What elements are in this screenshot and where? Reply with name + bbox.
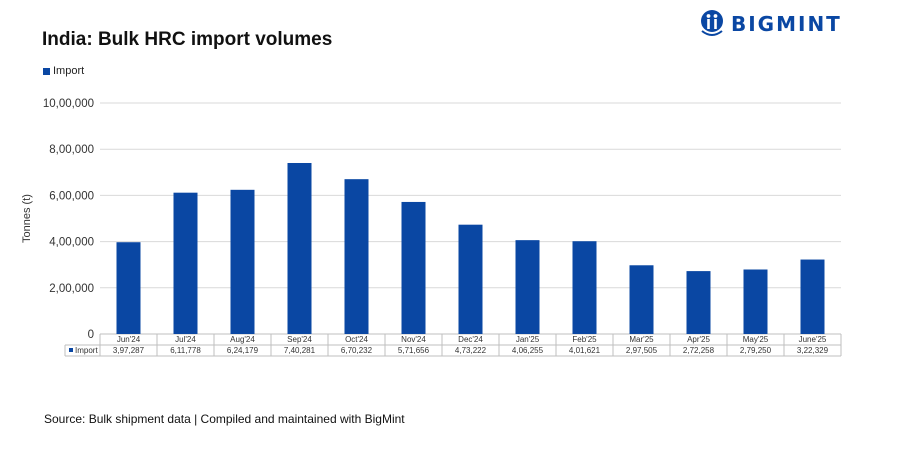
legend-swatch bbox=[43, 67, 50, 75]
table-value-label: 4,06,255 bbox=[512, 346, 544, 355]
bar bbox=[344, 179, 369, 334]
y-tick-label: 8,00,000 bbox=[49, 144, 94, 156]
x-category-label: Sep'24 bbox=[287, 335, 312, 344]
bar bbox=[230, 189, 255, 334]
y-tick-label: 0 bbox=[88, 329, 94, 341]
chart-title: India: Bulk HRC import volumes bbox=[42, 29, 333, 50]
x-category-label: Dec'24 bbox=[458, 335, 483, 344]
bigmint-logo: BIGMINT bbox=[699, 9, 842, 39]
bar bbox=[116, 242, 141, 334]
x-category-label: Mar'25 bbox=[629, 335, 654, 344]
chart-legend: Import bbox=[43, 65, 84, 77]
bar bbox=[401, 201, 426, 334]
bar bbox=[800, 259, 825, 334]
table-value-label: 4,01,621 bbox=[569, 346, 601, 355]
table-value-label: 5,71,656 bbox=[398, 346, 430, 355]
bar bbox=[458, 224, 483, 334]
bar bbox=[287, 162, 312, 334]
x-category-label: Oct'24 bbox=[345, 335, 368, 344]
table-value-label: 2,97,505 bbox=[626, 346, 658, 355]
x-category-label: Jan'25 bbox=[516, 335, 540, 344]
table-value-label: 2,72,258 bbox=[683, 346, 715, 355]
x-category-label: Aug'24 bbox=[230, 335, 255, 344]
legend-label: Import bbox=[53, 65, 85, 77]
table-value-label: 2,79,250 bbox=[740, 346, 772, 355]
x-category-label: Jul'24 bbox=[175, 335, 196, 344]
x-category-label: Nov'24 bbox=[401, 335, 426, 344]
table-legend-swatch bbox=[69, 348, 73, 352]
bar bbox=[173, 192, 198, 334]
y-tick-label: 10,00,000 bbox=[43, 98, 94, 110]
table-value-label: 6,24,179 bbox=[227, 346, 259, 355]
y-tick-label: 2,00,000 bbox=[49, 283, 94, 295]
x-category-label: June'25 bbox=[799, 335, 827, 344]
y-tick-label: 4,00,000 bbox=[49, 237, 94, 249]
y-tick-label: 6,00,000 bbox=[49, 190, 94, 202]
x-category-label: Feb'25 bbox=[572, 335, 597, 344]
x-category-label: Apr'25 bbox=[687, 335, 710, 344]
table-value-label: 7,40,281 bbox=[284, 346, 316, 355]
bar bbox=[686, 271, 711, 334]
x-category-label: May'25 bbox=[743, 335, 769, 344]
source-note: Source: Bulk shipment data | Compiled an… bbox=[44, 412, 405, 426]
bar bbox=[629, 265, 654, 334]
bar bbox=[743, 269, 768, 334]
bar bbox=[515, 240, 540, 334]
x-category-label: Jun'24 bbox=[117, 335, 141, 344]
table-value-label: 6,70,232 bbox=[341, 346, 373, 355]
table-series-label: Import bbox=[75, 346, 98, 355]
table-value-label: 3,22,329 bbox=[797, 346, 829, 355]
brand-name: BIGMINT bbox=[731, 12, 842, 36]
table-value-label: 4,73,222 bbox=[455, 346, 487, 355]
table-value-label: 6,11,778 bbox=[170, 346, 201, 355]
bigmint-logo-icon bbox=[701, 10, 723, 36]
y-axis-title: Tonnes (t) bbox=[21, 194, 33, 243]
bar bbox=[572, 241, 597, 334]
table-value-label: 3,97,287 bbox=[113, 346, 145, 355]
